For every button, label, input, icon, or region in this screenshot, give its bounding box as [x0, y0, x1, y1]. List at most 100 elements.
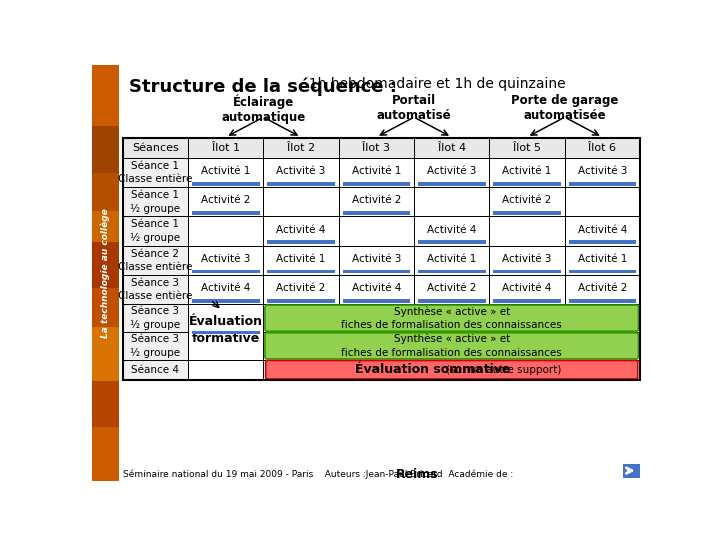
Bar	[264, 275, 338, 304]
Bar	[490, 138, 564, 158]
Bar	[192, 299, 259, 303]
Bar	[122, 275, 188, 304]
Text: Îlot 3: Îlot 3	[362, 143, 390, 153]
Bar	[264, 332, 640, 360]
Bar	[493, 182, 561, 186]
Bar	[92, 126, 119, 173]
Bar	[490, 217, 564, 246]
Bar	[188, 217, 264, 246]
Bar	[564, 246, 640, 275]
Text: Évaluation
formative: Évaluation formative	[189, 315, 263, 345]
Bar	[92, 211, 119, 242]
Bar	[122, 332, 188, 360]
Bar	[569, 240, 636, 244]
Text: Structure de la séquence :: Structure de la séquence :	[129, 77, 397, 96]
Bar	[92, 65, 119, 126]
Bar	[267, 182, 335, 186]
Bar	[264, 360, 640, 380]
Bar	[267, 269, 335, 273]
Text: Activité 2: Activité 2	[351, 195, 401, 205]
Bar	[343, 182, 410, 186]
Bar	[414, 275, 490, 304]
Text: Portail
automatisé: Portail automatisé	[377, 94, 451, 122]
Bar	[188, 360, 264, 380]
Bar	[267, 299, 335, 303]
Bar	[92, 65, 119, 481]
Text: Îlot 4: Îlot 4	[438, 143, 466, 153]
Text: Activité 3: Activité 3	[577, 166, 627, 176]
Bar	[338, 138, 414, 158]
Bar	[569, 299, 636, 303]
Text: Îlot 5: Îlot 5	[513, 143, 541, 153]
Bar	[490, 158, 564, 187]
Bar	[92, 381, 119, 427]
Text: Séance 1
Classe entière: Séance 1 Classe entière	[118, 161, 192, 184]
Text: La technologie au collège: La technologie au collège	[100, 208, 109, 338]
Bar	[122, 138, 640, 380]
Bar	[414, 158, 490, 187]
Bar	[343, 269, 410, 273]
Text: Activité 3: Activité 3	[201, 254, 251, 264]
Bar	[122, 360, 188, 380]
Bar	[92, 427, 119, 481]
Bar	[188, 304, 264, 360]
Bar	[490, 187, 564, 217]
Bar	[343, 211, 410, 215]
Bar	[338, 187, 414, 217]
Bar	[493, 299, 561, 303]
Text: Activité 3: Activité 3	[276, 166, 325, 176]
Bar	[564, 158, 640, 187]
Bar	[122, 304, 188, 332]
FancyBboxPatch shape	[266, 361, 638, 379]
Text: Activité 1: Activité 1	[427, 254, 477, 264]
Bar	[264, 138, 338, 158]
Bar	[192, 331, 259, 334]
Text: Séances: Séances	[132, 143, 179, 153]
Bar	[493, 211, 561, 215]
Bar	[418, 269, 485, 273]
Bar	[490, 246, 564, 275]
Text: Synthèse « active » et
fiches de formalisation des connaissances: Synthèse « active » et fiches de formali…	[341, 306, 562, 330]
Bar	[623, 464, 640, 477]
Bar	[122, 246, 188, 275]
Text: Activité 4: Activité 4	[577, 225, 627, 234]
Text: Activité 4: Activité 4	[351, 283, 401, 293]
Bar	[188, 246, 264, 275]
Bar	[192, 211, 259, 215]
Bar	[192, 269, 259, 273]
Text: Activité 1: Activité 1	[351, 166, 401, 176]
Bar	[264, 158, 338, 187]
Text: Activité 3: Activité 3	[427, 166, 477, 176]
Text: Activité 4: Activité 4	[427, 225, 477, 234]
Bar	[122, 217, 188, 246]
Text: Activité 4: Activité 4	[503, 283, 552, 293]
Text: Séance 2
Classe entière: Séance 2 Classe entière	[118, 249, 192, 272]
Bar	[122, 187, 188, 217]
Bar	[493, 269, 561, 273]
Bar	[122, 138, 188, 158]
Text: Activité 1: Activité 1	[503, 166, 552, 176]
Text: Activité 1: Activité 1	[577, 254, 627, 264]
Text: Séance 4: Séance 4	[131, 364, 179, 375]
Text: Activité 4: Activité 4	[201, 283, 251, 293]
Bar	[338, 217, 414, 246]
Bar	[414, 138, 490, 158]
Bar	[188, 275, 264, 304]
Bar	[490, 275, 564, 304]
Bar	[92, 288, 119, 327]
Text: Activité 3: Activité 3	[351, 254, 401, 264]
Text: Activité 1: Activité 1	[276, 254, 325, 264]
Text: Activité 2: Activité 2	[427, 283, 477, 293]
Bar	[338, 275, 414, 304]
Text: Activité 2: Activité 2	[276, 283, 325, 293]
Bar	[92, 327, 119, 381]
Bar	[188, 158, 264, 187]
Text: Activité 3: Activité 3	[503, 254, 552, 264]
Bar	[414, 246, 490, 275]
Text: Séance 1
½ groupe: Séance 1 ½ groupe	[130, 190, 181, 213]
Bar	[264, 187, 338, 217]
Bar	[188, 138, 264, 158]
Text: Activité 4: Activité 4	[276, 225, 325, 234]
Bar	[264, 246, 338, 275]
Bar	[264, 304, 640, 332]
